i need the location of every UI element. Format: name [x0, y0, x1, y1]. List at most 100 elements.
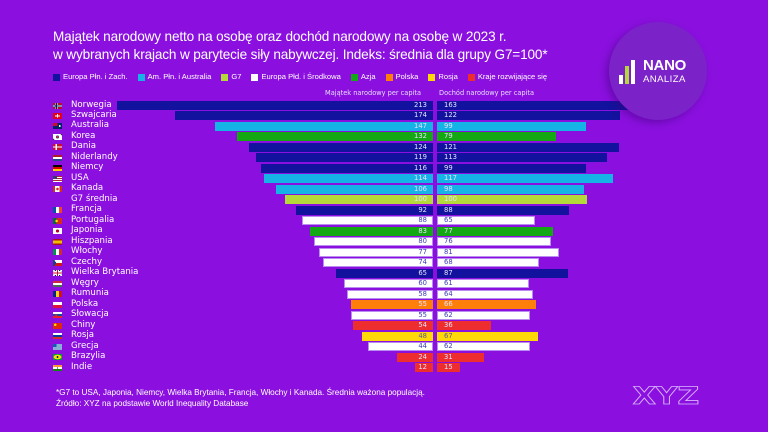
nano-analiza-logo: NANO ANALIZA	[609, 22, 707, 120]
footnote: *G7 to USA, Japonia, Niemcy, Wielka Bryt…	[56, 388, 425, 397]
wealth-bar	[346, 289, 433, 299]
legend-label: Azja	[360, 72, 376, 81]
wealth-bar	[351, 300, 433, 310]
country-label: Kanada	[71, 183, 104, 194]
wealth-bar	[352, 321, 433, 331]
country-label: Chiny	[71, 319, 96, 330]
income-bar	[437, 237, 551, 247]
flag-greece-icon	[53, 343, 62, 350]
income-value-label: 100	[444, 195, 457, 204]
flag-usa-icon	[53, 175, 62, 182]
legend-label: Polska	[395, 72, 419, 81]
legend-label: Europa Płd. i Środkowa	[261, 72, 341, 81]
income-value-label: 99	[444, 121, 453, 130]
wealth-bar	[214, 121, 433, 131]
legend-swatch	[467, 73, 475, 81]
country-label: Japonia	[71, 225, 103, 236]
flag-hungary-icon	[53, 280, 62, 287]
wealth-bar	[351, 310, 433, 320]
country-label: Niemcy	[71, 162, 104, 173]
country-label: Szwajcaria	[71, 109, 117, 120]
legend-swatch	[53, 73, 60, 81]
chart-title-line-1: Majątek narodowy netto na osobę oraz doc…	[53, 29, 507, 44]
wealth-bar	[236, 132, 433, 142]
wealth-bar	[296, 205, 433, 215]
flag-china-icon	[53, 322, 62, 329]
wealth-value-label: 114	[414, 174, 427, 183]
income-bar	[437, 289, 533, 299]
income-value-label: 113	[444, 153, 457, 162]
income-value-label: 117	[444, 174, 457, 183]
country-label: Brazylia	[71, 351, 106, 362]
income-value-label: 15	[444, 363, 453, 371]
legend-item: Azja	[350, 72, 376, 82]
legend-swatch	[385, 73, 393, 81]
wealth-column-header: Majątek narodowy per capita	[325, 89, 421, 97]
income-value-label: 88	[444, 205, 453, 214]
income-bar	[437, 216, 535, 226]
logo-text-top: NANO	[643, 57, 686, 74]
flag-norway-icon	[53, 102, 62, 109]
wealth-bar	[367, 342, 433, 352]
wealth-value-label: 44	[418, 342, 427, 351]
legend-label: Am. Płn. i Australia	[147, 72, 212, 81]
income-value-label: 64	[444, 289, 453, 298]
legend-item: G7	[221, 72, 241, 82]
country-label: Włochy	[71, 246, 103, 257]
income-value-label: 98	[444, 184, 453, 193]
income-bar	[437, 363, 460, 372]
income-bar	[437, 132, 556, 142]
country-label: Korea	[71, 130, 96, 141]
flag-romania-icon	[53, 291, 62, 298]
flag-india-icon	[53, 364, 62, 371]
flag-portugal-icon	[53, 217, 62, 224]
income-value-label: 31	[444, 352, 453, 361]
income-value-label: 62	[444, 310, 453, 319]
income-bar	[437, 205, 569, 215]
income-bar	[437, 101, 682, 110]
wealth-value-label: 116	[414, 163, 427, 172]
wealth-bar	[256, 153, 433, 163]
wealth-bar	[174, 111, 433, 121]
income-value-label: 61	[444, 279, 453, 288]
wealth-bar	[397, 352, 433, 362]
wealth-bar	[323, 258, 433, 268]
wealth-value-label: 147	[414, 121, 427, 130]
wealth-value-label: 92	[418, 205, 427, 214]
wealth-bar	[116, 101, 433, 110]
country-label: G7 średnia	[71, 193, 118, 204]
income-value-label: 76	[444, 237, 453, 246]
income-value-label: 67	[444, 331, 453, 340]
legend-swatch	[428, 73, 436, 81]
xyz-brand-text: XYZ	[633, 383, 700, 409]
wealth-value-label: 80	[418, 237, 427, 246]
wealth-bar	[248, 142, 433, 152]
chart-legend: Europa Płn. i Zach. Am. Płn. i Australia G…	[53, 72, 547, 82]
income-bar	[437, 142, 619, 152]
income-value-label: 79	[444, 132, 453, 141]
income-bar	[437, 279, 529, 289]
logo-text-bottom: ANALIZA	[643, 74, 686, 85]
wealth-value-label: 77	[418, 247, 427, 256]
income-bar	[437, 163, 586, 173]
flag-netherlands-icon	[53, 154, 62, 161]
flag-switzerland-icon	[53, 112, 62, 119]
wealth-bar	[336, 268, 433, 278]
country-label: Rosja	[71, 330, 94, 341]
legend-swatch	[350, 73, 358, 81]
wealth-value-label: 54	[418, 321, 427, 330]
wealth-value-label: 58	[418, 289, 427, 298]
wealth-value-label: 55	[418, 310, 427, 319]
income-bar	[437, 121, 586, 131]
wealth-value-label: 60	[418, 279, 427, 288]
flag-poland-icon	[53, 301, 62, 308]
wealth-value-label: 24	[418, 352, 427, 361]
country-label: Portugalia	[71, 214, 115, 225]
flag-italy-icon	[53, 249, 62, 256]
legend-label: G7	[231, 72, 242, 81]
income-bar	[437, 247, 559, 257]
wealth-value-label: 132	[414, 132, 427, 141]
wealth-bar	[284, 195, 433, 205]
source-note: Źródło: XYZ na podstawie World Inequalit…	[56, 399, 249, 408]
income-bar	[437, 300, 536, 310]
